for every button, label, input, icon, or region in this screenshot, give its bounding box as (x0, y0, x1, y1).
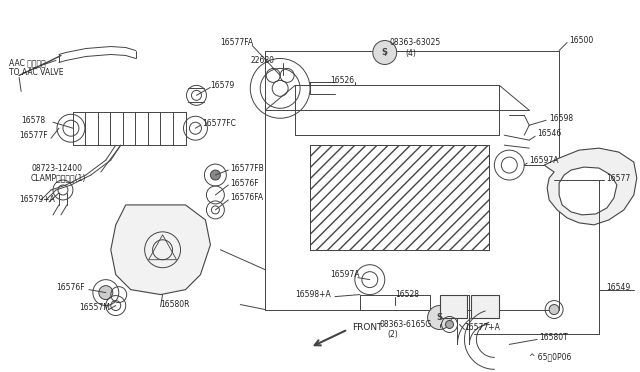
Text: 16528: 16528 (395, 290, 419, 299)
Text: 16577FA: 16577FA (220, 38, 253, 47)
Polygon shape (559, 167, 617, 215)
Text: 16577F: 16577F (19, 131, 48, 140)
Polygon shape (111, 205, 211, 295)
Text: 08723-12400: 08723-12400 (31, 164, 82, 173)
Circle shape (211, 170, 220, 180)
Text: 16597A: 16597A (330, 270, 360, 279)
Text: 16576F: 16576F (56, 283, 84, 292)
Text: (2): (2) (388, 330, 399, 339)
Text: 16500: 16500 (569, 36, 593, 45)
Text: 08363-6165G: 08363-6165G (380, 320, 432, 329)
Circle shape (428, 305, 451, 330)
Circle shape (549, 305, 559, 314)
Text: 16577FC: 16577FC (202, 119, 236, 128)
Text: FRONT: FRONT (352, 323, 382, 332)
Text: 16549: 16549 (606, 283, 630, 292)
Text: S: S (436, 313, 442, 322)
Text: TO AAC VALVE: TO AAC VALVE (9, 68, 63, 77)
Text: CLAMPクランプ(1): CLAMPクランプ(1) (31, 173, 86, 183)
Text: 16577+A: 16577+A (465, 323, 500, 332)
Circle shape (99, 286, 113, 299)
Text: 16598+A: 16598+A (295, 290, 331, 299)
Text: 16546: 16546 (537, 129, 561, 138)
Polygon shape (544, 148, 637, 225)
Polygon shape (472, 295, 499, 318)
Text: 16577FB: 16577FB (230, 164, 264, 173)
Circle shape (445, 321, 454, 328)
Text: 16526: 16526 (330, 76, 354, 85)
Text: 16579: 16579 (211, 81, 235, 90)
Text: 16576FA: 16576FA (230, 193, 264, 202)
Circle shape (373, 41, 397, 64)
Text: 16577: 16577 (606, 173, 630, 183)
Text: AAC バルブへ: AAC バルブへ (9, 58, 46, 67)
Text: 08363-63025: 08363-63025 (390, 38, 441, 47)
Text: 16557M: 16557M (79, 303, 110, 312)
Text: 16580T: 16580T (539, 333, 568, 342)
Bar (310, 145, 490, 250)
Text: ^ 65：0P06: ^ 65：0P06 (529, 353, 572, 362)
Text: 16579+A: 16579+A (19, 195, 55, 205)
Text: S: S (381, 48, 388, 57)
Text: 16578: 16578 (21, 116, 45, 125)
Text: (4): (4) (406, 49, 417, 58)
Text: 16580R: 16580R (161, 300, 190, 309)
Text: 16597A: 16597A (529, 155, 559, 164)
Text: 16576F: 16576F (230, 179, 259, 187)
Text: 16598: 16598 (549, 114, 573, 123)
Polygon shape (440, 295, 467, 318)
Text: 22680: 22680 (250, 56, 275, 65)
